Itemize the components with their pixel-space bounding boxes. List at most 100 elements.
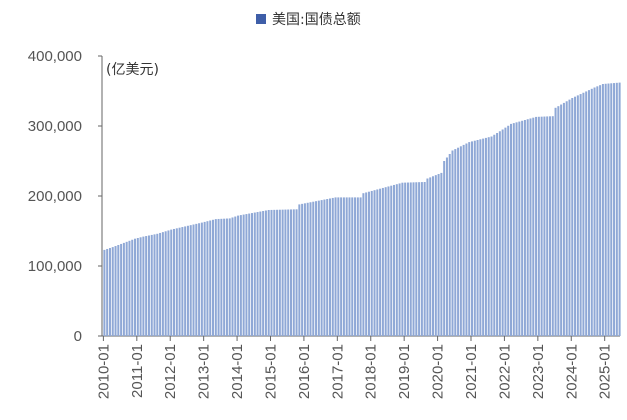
bar [323,199,326,336]
bar [487,137,490,336]
bar [264,210,267,336]
unit-label: (亿美元) [106,62,159,78]
bar [415,182,418,336]
bar [273,209,276,336]
bar [173,228,176,336]
bar [195,223,198,336]
bar [348,197,351,336]
bar [209,220,212,336]
bar [459,146,462,336]
bar [370,190,373,336]
bar [317,200,320,336]
bar [125,241,128,336]
bar [164,231,167,336]
bar [404,182,407,336]
bar [471,141,474,336]
bar [373,190,376,336]
bar [412,182,415,336]
bar [574,96,577,336]
bar [159,232,162,336]
bar [418,182,421,336]
x-tick-label: 2018-01 [363,344,380,399]
bar [509,123,512,337]
bar [562,102,565,337]
bar [484,137,487,336]
bar [181,227,184,336]
bar [585,91,588,336]
bar [601,84,604,336]
bar [423,182,426,336]
bar [122,242,125,336]
bar [529,118,532,337]
bar [161,232,164,336]
bar [256,212,259,336]
bar [535,116,538,337]
bar [560,104,563,336]
bar [114,246,117,336]
bar [596,86,599,336]
bar [231,217,234,336]
bar [278,209,281,336]
bar [582,92,585,336]
bar [437,174,440,336]
bar [342,197,345,336]
bar [142,236,145,336]
bar [613,83,616,336]
bar [295,209,298,336]
bar [250,213,253,336]
bar [175,228,178,336]
bar [340,197,343,336]
bar [298,204,301,336]
bar [367,191,370,336]
bar [565,101,568,337]
bar [540,116,543,336]
bar [212,219,215,336]
bar [406,182,409,336]
bar [482,138,485,336]
bar [167,230,170,336]
bar [568,99,571,336]
bar [504,127,507,336]
bar [225,218,228,336]
bar [128,240,131,336]
bar [498,131,501,336]
bar [615,82,618,336]
bar [551,116,554,336]
legend-label: 美国:国债总额 [272,12,361,28]
bar [445,157,448,336]
x-tick-label: 2011-01 [129,344,146,398]
bar [276,209,279,336]
bar [548,116,551,336]
bar [607,83,610,336]
bar [448,154,451,336]
bar [479,139,482,336]
bar [610,83,613,336]
bar [237,215,240,336]
bar [306,202,309,336]
bar [328,198,331,336]
bar [186,225,189,336]
y-tick-label: 200,000 [28,188,82,205]
bar [248,213,251,336]
bar [292,209,295,336]
y-tick-label: 300,000 [28,118,82,135]
bar [398,183,401,336]
y-tick-label: 100,000 [28,258,82,275]
bar [220,218,223,336]
bar [543,116,546,336]
bar [379,188,382,336]
x-tick-label: 2015-01 [262,344,279,399]
bar [571,98,574,336]
bar [590,88,593,336]
bar [432,176,435,336]
bar [593,87,596,336]
bar [434,175,437,336]
bar [315,201,318,336]
bar [523,120,526,336]
bar [468,142,471,336]
y-tick-label: 0 [74,328,82,345]
bar [184,226,187,336]
bar [476,140,479,336]
x-tick-label: 2025-01 [597,344,614,399]
bar [103,249,106,336]
